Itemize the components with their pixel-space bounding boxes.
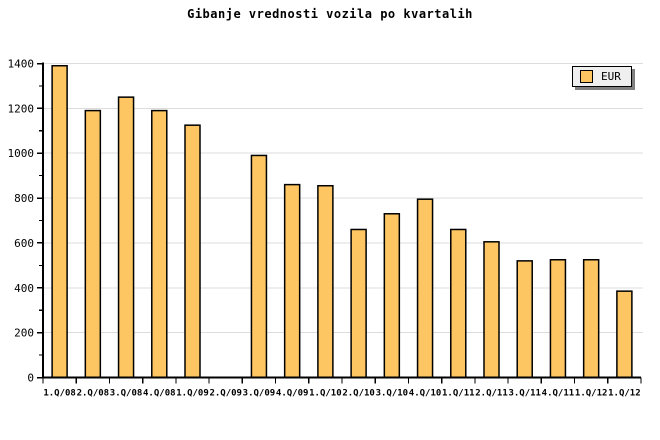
bar-4.Q/11 (549, 259, 567, 379)
y-tick-label: 1000 (8, 147, 35, 160)
x-tick-label: 1.Q/10 (309, 389, 342, 399)
x-tick-label: 4.Q/10 (409, 389, 442, 399)
bar-3.Q/10 (383, 213, 401, 379)
bar-1.Q/10 (317, 184, 334, 379)
x-tick-label: 2.Q/09 (209, 389, 242, 399)
bar-1.Q/11 (450, 228, 467, 379)
x-tick-label: 1.Q/08 (43, 389, 76, 399)
x-tick-label: 1.Q/12 (608, 389, 641, 399)
bar-2.Q/11 (483, 241, 500, 379)
bar-1.Q/12 (616, 290, 633, 379)
x-tick-label: 3.Q/08 (110, 389, 143, 399)
y-tick-label: 800 (14, 192, 34, 205)
y-tick-label: 0 (27, 372, 34, 385)
x-tick-label: 4.Q/08 (143, 389, 176, 399)
x-tick-label: 2.Q/10 (342, 389, 375, 399)
legend-swatch-eur (580, 70, 593, 83)
x-tick-label: 3.Q/09 (243, 389, 276, 399)
bar-4.Q/08 (151, 109, 168, 379)
x-tick-label: 1.Q/12 (575, 389, 608, 399)
legend: EUR (572, 66, 632, 87)
bar-2.Q/08 (84, 109, 102, 379)
x-tick-label: 2.Q/08 (77, 389, 110, 399)
bar-2.Q/10 (350, 228, 367, 379)
bar-1.Q/12 (582, 259, 600, 379)
bar-3.Q/09 (250, 154, 268, 379)
y-tick-label: 400 (14, 282, 34, 295)
y-tick-label: 1400 (8, 58, 35, 71)
bar-3.Q/08 (117, 96, 135, 379)
x-tick-label: 1.Q/09 (176, 389, 209, 399)
y-tick-label: 1200 (8, 102, 35, 115)
bar-4.Q/10 (416, 198, 434, 379)
bar-1.Q/08 (51, 64, 68, 379)
x-tick-label: 2.Q/11 (475, 389, 508, 399)
legend-label: EUR (601, 70, 621, 83)
x-tick-label: 1.Q/11 (442, 389, 475, 399)
bar-4.Q/09 (283, 183, 301, 379)
x-tick-label: 4.Q/09 (276, 389, 309, 399)
y-tick-label: 200 (14, 327, 34, 340)
x-tick-label: 3.Q/10 (376, 389, 409, 399)
bar-1.Q/09 (184, 124, 201, 379)
chart-title: Gibanje vrednosti vozila po kvartalih (187, 7, 473, 21)
bar-3.Q/11 (516, 260, 533, 379)
y-tick-label: 600 (14, 237, 34, 250)
x-tick-label: 3.Q/11 (508, 389, 541, 399)
x-tick-label: 4.Q/11 (542, 389, 575, 399)
